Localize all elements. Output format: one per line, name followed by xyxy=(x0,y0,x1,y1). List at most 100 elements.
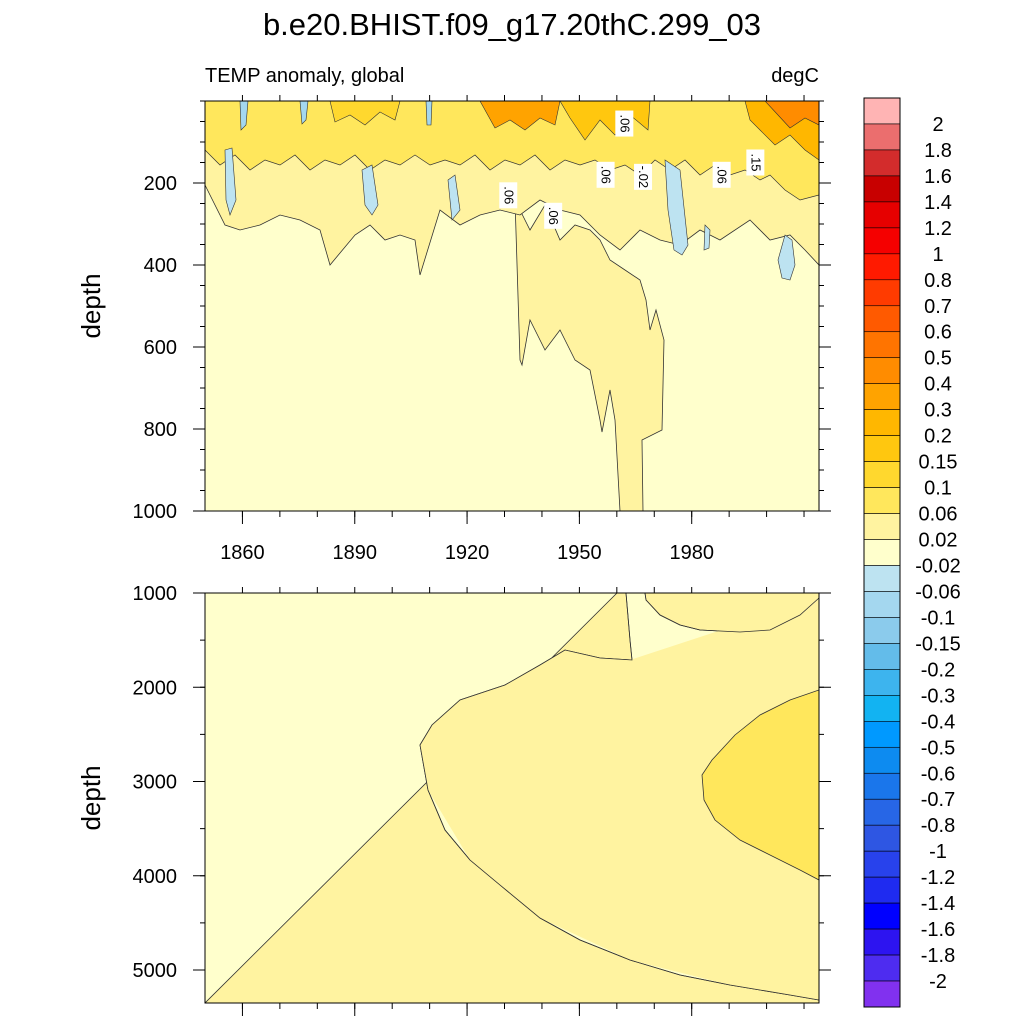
colorbar-label: -0.4 xyxy=(921,711,955,733)
colorbar-swatch xyxy=(863,123,901,151)
colorbar-swatch xyxy=(863,824,901,852)
upper-surface-orange-4 xyxy=(329,101,401,126)
lower-ylabel: depth xyxy=(76,765,106,830)
colorbar-label: 0.06 xyxy=(919,504,958,526)
contour-label: -.02 xyxy=(636,166,651,188)
colorbar-swatch xyxy=(863,331,901,359)
colorbar-label: -0.1 xyxy=(921,607,955,629)
colorbar-swatch xyxy=(863,902,901,930)
colorbar-swatch xyxy=(863,305,901,333)
colorbar-label: -0.8 xyxy=(921,815,955,837)
contour-label-box xyxy=(712,161,731,188)
colorbar-label: 0.7 xyxy=(924,296,952,318)
upper-y-tick-label: 1000 xyxy=(133,501,178,523)
colorbar-label: 0.5 xyxy=(924,348,952,370)
upper-cold-7 xyxy=(239,101,249,131)
colorbar-label: -0.3 xyxy=(921,685,955,707)
contour-label-box xyxy=(746,149,765,176)
colorbar-label: 0.3 xyxy=(924,400,952,422)
colorbar-label: 0.2 xyxy=(924,426,952,448)
contour-label: .06 xyxy=(617,115,632,133)
colorbar-label: -0.2 xyxy=(921,659,955,681)
colorbar-swatch xyxy=(863,409,901,436)
colorbar-label: 0.8 xyxy=(924,270,952,292)
colorbar-swatch xyxy=(863,435,901,462)
upper-contour-labels: .06 .06 .06 .06 -.02 .06 .15 xyxy=(499,110,765,229)
contour-label: .06 xyxy=(546,207,561,225)
colorbar-swatch xyxy=(863,850,901,878)
upper-cold-4 xyxy=(664,159,689,256)
contour-label-box xyxy=(634,163,653,190)
colorbar-label: -0.15 xyxy=(915,633,961,655)
colorbar-label: -1.2 xyxy=(921,867,955,889)
colorbar-swatch xyxy=(863,175,901,203)
upper-y-tick-label: 200 xyxy=(144,173,177,195)
upper-x-tick-label: 1920 xyxy=(445,542,490,564)
upper-ylabel: depth xyxy=(76,273,106,338)
right-string: degC xyxy=(771,65,819,87)
colorbar-swatch xyxy=(863,253,901,281)
upper-x-tick-label: 1890 xyxy=(333,542,378,564)
colorbar-swatch xyxy=(863,954,901,982)
colorbar-swatch xyxy=(863,928,901,956)
lower-contours xyxy=(205,593,819,1003)
lower-frame xyxy=(204,592,820,1004)
contour-label: .06 xyxy=(715,166,730,184)
upper-x-tick-label: 1860 xyxy=(220,542,265,564)
colorbar-label: -0.7 xyxy=(921,789,955,811)
lower-warm-main xyxy=(420,598,819,1000)
colorbar-swatch xyxy=(863,798,901,826)
colorbar-swatch xyxy=(863,721,901,748)
upper-y-tick-label: 400 xyxy=(144,255,177,277)
upper-cold-8 xyxy=(299,101,309,125)
left-string: TEMP anomaly, global xyxy=(205,65,404,87)
colorbar-label: -1.6 xyxy=(921,919,955,941)
colorbar-label: 1 xyxy=(932,244,943,266)
colorbar-label: 1.6 xyxy=(924,166,952,188)
chart-title: b.e20.BHIST.f09_g17.20thC.299_03 xyxy=(263,7,761,42)
lower-ticks: 1000 2000 3000 4000 5000 xyxy=(133,583,831,1016)
contour-label-box xyxy=(596,161,615,188)
upper-cold-3 xyxy=(447,174,461,221)
colorbar-label: -1.8 xyxy=(921,945,955,967)
lower-cool-edge xyxy=(644,593,819,633)
upper-cold-1 xyxy=(224,147,237,216)
upper-cold-2 xyxy=(361,164,379,216)
contour-label: .06 xyxy=(599,166,614,184)
contour-label-box xyxy=(544,202,563,229)
colorbar-swatch xyxy=(863,487,901,514)
upper-surface-warm xyxy=(205,101,819,201)
lower-y-tick-label: 2000 xyxy=(133,677,178,699)
upper-ticks: 1860 1890 1920 1950 1980 200 400 600 800 1000 xyxy=(133,95,831,564)
upper-surface-deeporange xyxy=(764,101,819,129)
colorbar-swatch xyxy=(863,772,901,800)
lower-warm-edge xyxy=(419,593,819,1001)
colorbar-label: -1.4 xyxy=(921,893,955,915)
upper-panel: 1860 1890 1920 1950 1980 200 400 600 800 1000 .06… xyxy=(76,95,831,564)
colorbar-swatch xyxy=(863,149,901,177)
colorbar-swatch xyxy=(863,227,901,255)
upper-cold-9 xyxy=(425,101,433,126)
contour-label: .15 xyxy=(748,153,763,171)
colorbar-swatch xyxy=(863,201,901,229)
colorbar-swatch xyxy=(863,643,901,670)
colorbar-label: 1.8 xyxy=(924,140,952,162)
contour-label-box xyxy=(499,182,518,209)
colorbar-label: 0.1 xyxy=(924,478,952,500)
upper-cold-6 xyxy=(703,224,711,251)
lower-warm-core xyxy=(701,689,819,881)
colorbar-swatch xyxy=(863,539,901,566)
colorbar-label: 0.6 xyxy=(924,322,952,344)
colorbar-label: -2 xyxy=(929,971,947,993)
colorbar-label: -0.6 xyxy=(921,763,955,785)
colorbar-swatch xyxy=(863,279,901,307)
upper-tongue-fill xyxy=(514,199,665,511)
lower-y-tick-label: 3000 xyxy=(133,772,178,794)
upper-x-tick-label: 1950 xyxy=(557,542,602,564)
upper-y-tick-label: 800 xyxy=(144,419,177,441)
contour-label-box xyxy=(615,110,634,137)
colorbar-label: -0.5 xyxy=(921,737,955,759)
colorbar-label: 0.02 xyxy=(919,530,958,552)
colorbar-swatch xyxy=(863,746,901,774)
lower-panel: 1000 2000 3000 4000 5000 depth xyxy=(76,583,831,1016)
